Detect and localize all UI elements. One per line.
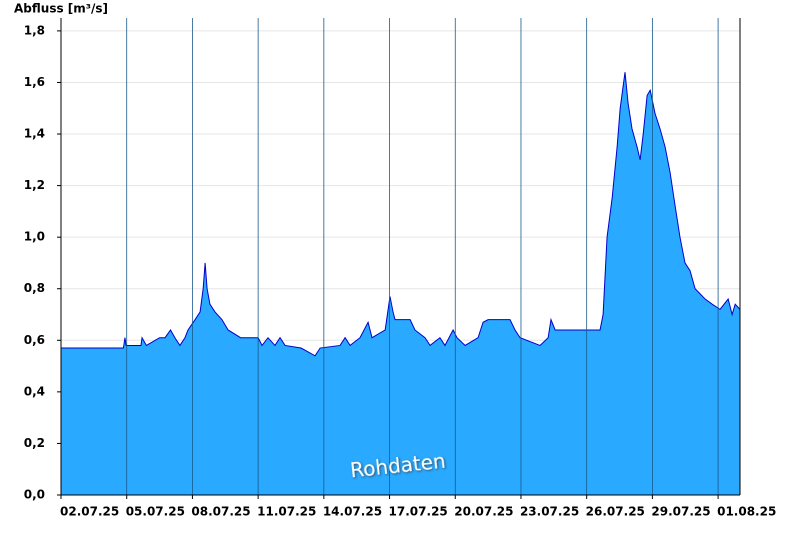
x-tick-label: 14.07.25: [323, 505, 382, 519]
y-tick-label: 1,0: [24, 230, 45, 244]
y-tick-label: 1,6: [24, 75, 45, 89]
x-tick-label: 23.07.25: [520, 505, 579, 519]
y-tick-label: 1,2: [24, 178, 45, 192]
y-axis-title: Abfluss [m³/s]: [14, 2, 108, 16]
y-tick-label: 1,4: [24, 127, 45, 141]
x-tick-label: 02.07.25: [60, 505, 119, 519]
x-tick-label: 20.07.25: [454, 505, 513, 519]
x-tick-label: 05.07.25: [126, 505, 185, 519]
x-tick-label: 29.07.25: [651, 505, 710, 519]
y-tick-label: 0,8: [24, 281, 45, 295]
x-tick-label: 11.07.25: [257, 505, 316, 519]
x-tick-label: 08.07.25: [191, 505, 250, 519]
area-line: [61, 72, 741, 357]
y-tick-label: 0,4: [24, 384, 45, 398]
x-tick-label: 01.08.25: [717, 505, 776, 519]
y-tick-label: 0,2: [24, 436, 45, 450]
y-tick-label: 0,0: [24, 488, 45, 502]
x-tick-label: 26.07.25: [586, 505, 645, 519]
y-tick-label: 1,8: [24, 23, 45, 37]
area-fill: [61, 72, 740, 496]
x-tick-label: 17.07.25: [389, 505, 448, 519]
y-tick-label: 0,6: [24, 333, 45, 347]
